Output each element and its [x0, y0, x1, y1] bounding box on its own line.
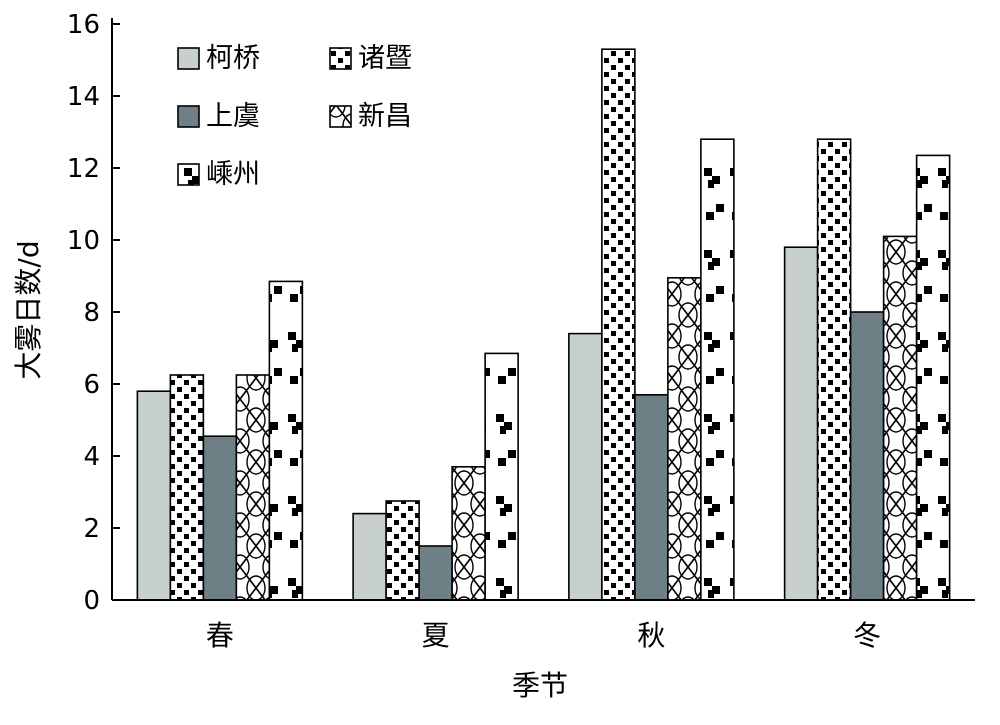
legend-swatch-柯桥	[177, 47, 200, 70]
legend-label: 诸暨	[358, 43, 412, 74]
bars-group	[136, 48, 951, 601]
y-tick-label: 2	[83, 514, 100, 544]
x-tick-label: 春	[206, 619, 234, 652]
bar-柯桥-夏	[352, 512, 387, 601]
legend-label: 上虞	[206, 101, 260, 132]
x-tick-label: 冬	[853, 619, 881, 652]
legend-label: 新昌	[358, 101, 412, 132]
bar-上虞-夏	[418, 545, 453, 601]
bar-新昌-秋	[667, 276, 702, 601]
bar-诸暨-冬	[816, 138, 852, 601]
y-tick-label: 6	[83, 370, 100, 400]
legend-swatch-上虞	[177, 105, 200, 128]
y-tick-label: 10	[67, 226, 100, 256]
y-tick-label: 0	[83, 586, 100, 616]
legend-label: 嵊州	[206, 159, 260, 190]
y-tick-label: 16	[67, 10, 100, 40]
bar-嵊州-夏	[484, 352, 519, 601]
x-axis-ticks: 春夏秋冬	[206, 619, 881, 652]
x-tick-label: 秋	[637, 619, 665, 652]
legend-label: 柯桥	[206, 43, 260, 74]
bar-上虞-春	[202, 435, 238, 601]
y-tick-label: 12	[67, 154, 100, 184]
bar-上虞-秋	[634, 393, 669, 601]
bar-新昌-夏	[451, 465, 486, 601]
bar-嵊州-春	[268, 280, 304, 601]
legend-swatch-嵊州	[177, 163, 200, 186]
bar-新昌-春	[235, 374, 271, 601]
x-axis-label: 季节	[512, 669, 568, 702]
y-tick-label: 8	[83, 298, 100, 328]
bar-诸暨-夏	[385, 500, 420, 601]
bar-嵊州-秋	[700, 138, 735, 601]
bar-诸暨-秋	[601, 48, 636, 601]
bar-柯桥-冬	[783, 246, 819, 601]
x-tick-label: 夏	[422, 619, 450, 652]
legend-swatch-新昌	[329, 105, 352, 128]
bar-诸暨-春	[169, 374, 205, 601]
y-tick-label: 14	[67, 82, 100, 112]
bar-柯桥-秋	[568, 332, 603, 601]
y-axis-label: 大雾日数/d	[12, 240, 45, 379]
legend-swatch-诸暨	[329, 47, 352, 70]
y-axis-ticks: 0 2 4 6 8 10 12 14 16	[67, 10, 120, 616]
bar-上虞-冬	[849, 311, 885, 601]
bar-新昌-冬	[882, 235, 918, 601]
bar-柯桥-春	[136, 390, 172, 601]
y-tick-label: 4	[83, 442, 100, 472]
bar-嵊州-冬	[915, 154, 951, 601]
